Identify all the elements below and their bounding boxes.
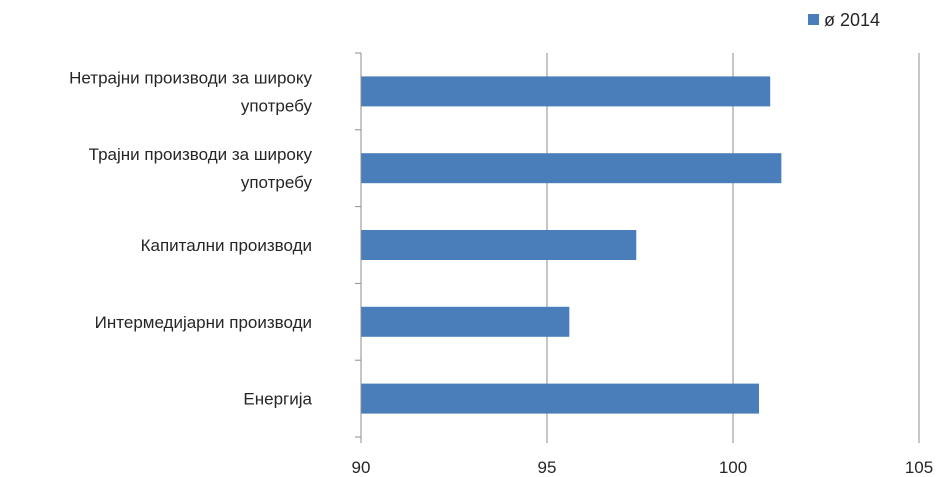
x-tick-label: 105 — [905, 458, 933, 477]
x-tick-labels: 90 95 100 105 — [352, 458, 934, 477]
bar — [361, 230, 637, 260]
x-tick-label: 95 — [538, 458, 557, 477]
legend-swatch — [808, 14, 819, 25]
category-label: Капитални производи — [141, 236, 312, 255]
category-label: Нетрајни производи за широку употребу — [69, 68, 312, 115]
x-tick-label: 100 — [719, 458, 747, 477]
bar — [361, 306, 570, 337]
category-labels: Нетрајни производи за широку употребу Трај… — [69, 68, 312, 408]
category-label: Енергија — [243, 390, 312, 409]
bar — [361, 76, 771, 107]
legend-label: ø 2014 — [824, 10, 880, 30]
legend: ø 2014 — [808, 10, 880, 30]
bar — [361, 383, 760, 414]
bars — [361, 76, 782, 414]
x-tick-label: 90 — [352, 458, 371, 477]
category-label: Трајни производи за широку употребу — [89, 145, 313, 192]
category-label: Интермедијарни производи — [95, 313, 312, 332]
axes — [355, 52, 920, 443]
bar — [361, 153, 782, 184]
